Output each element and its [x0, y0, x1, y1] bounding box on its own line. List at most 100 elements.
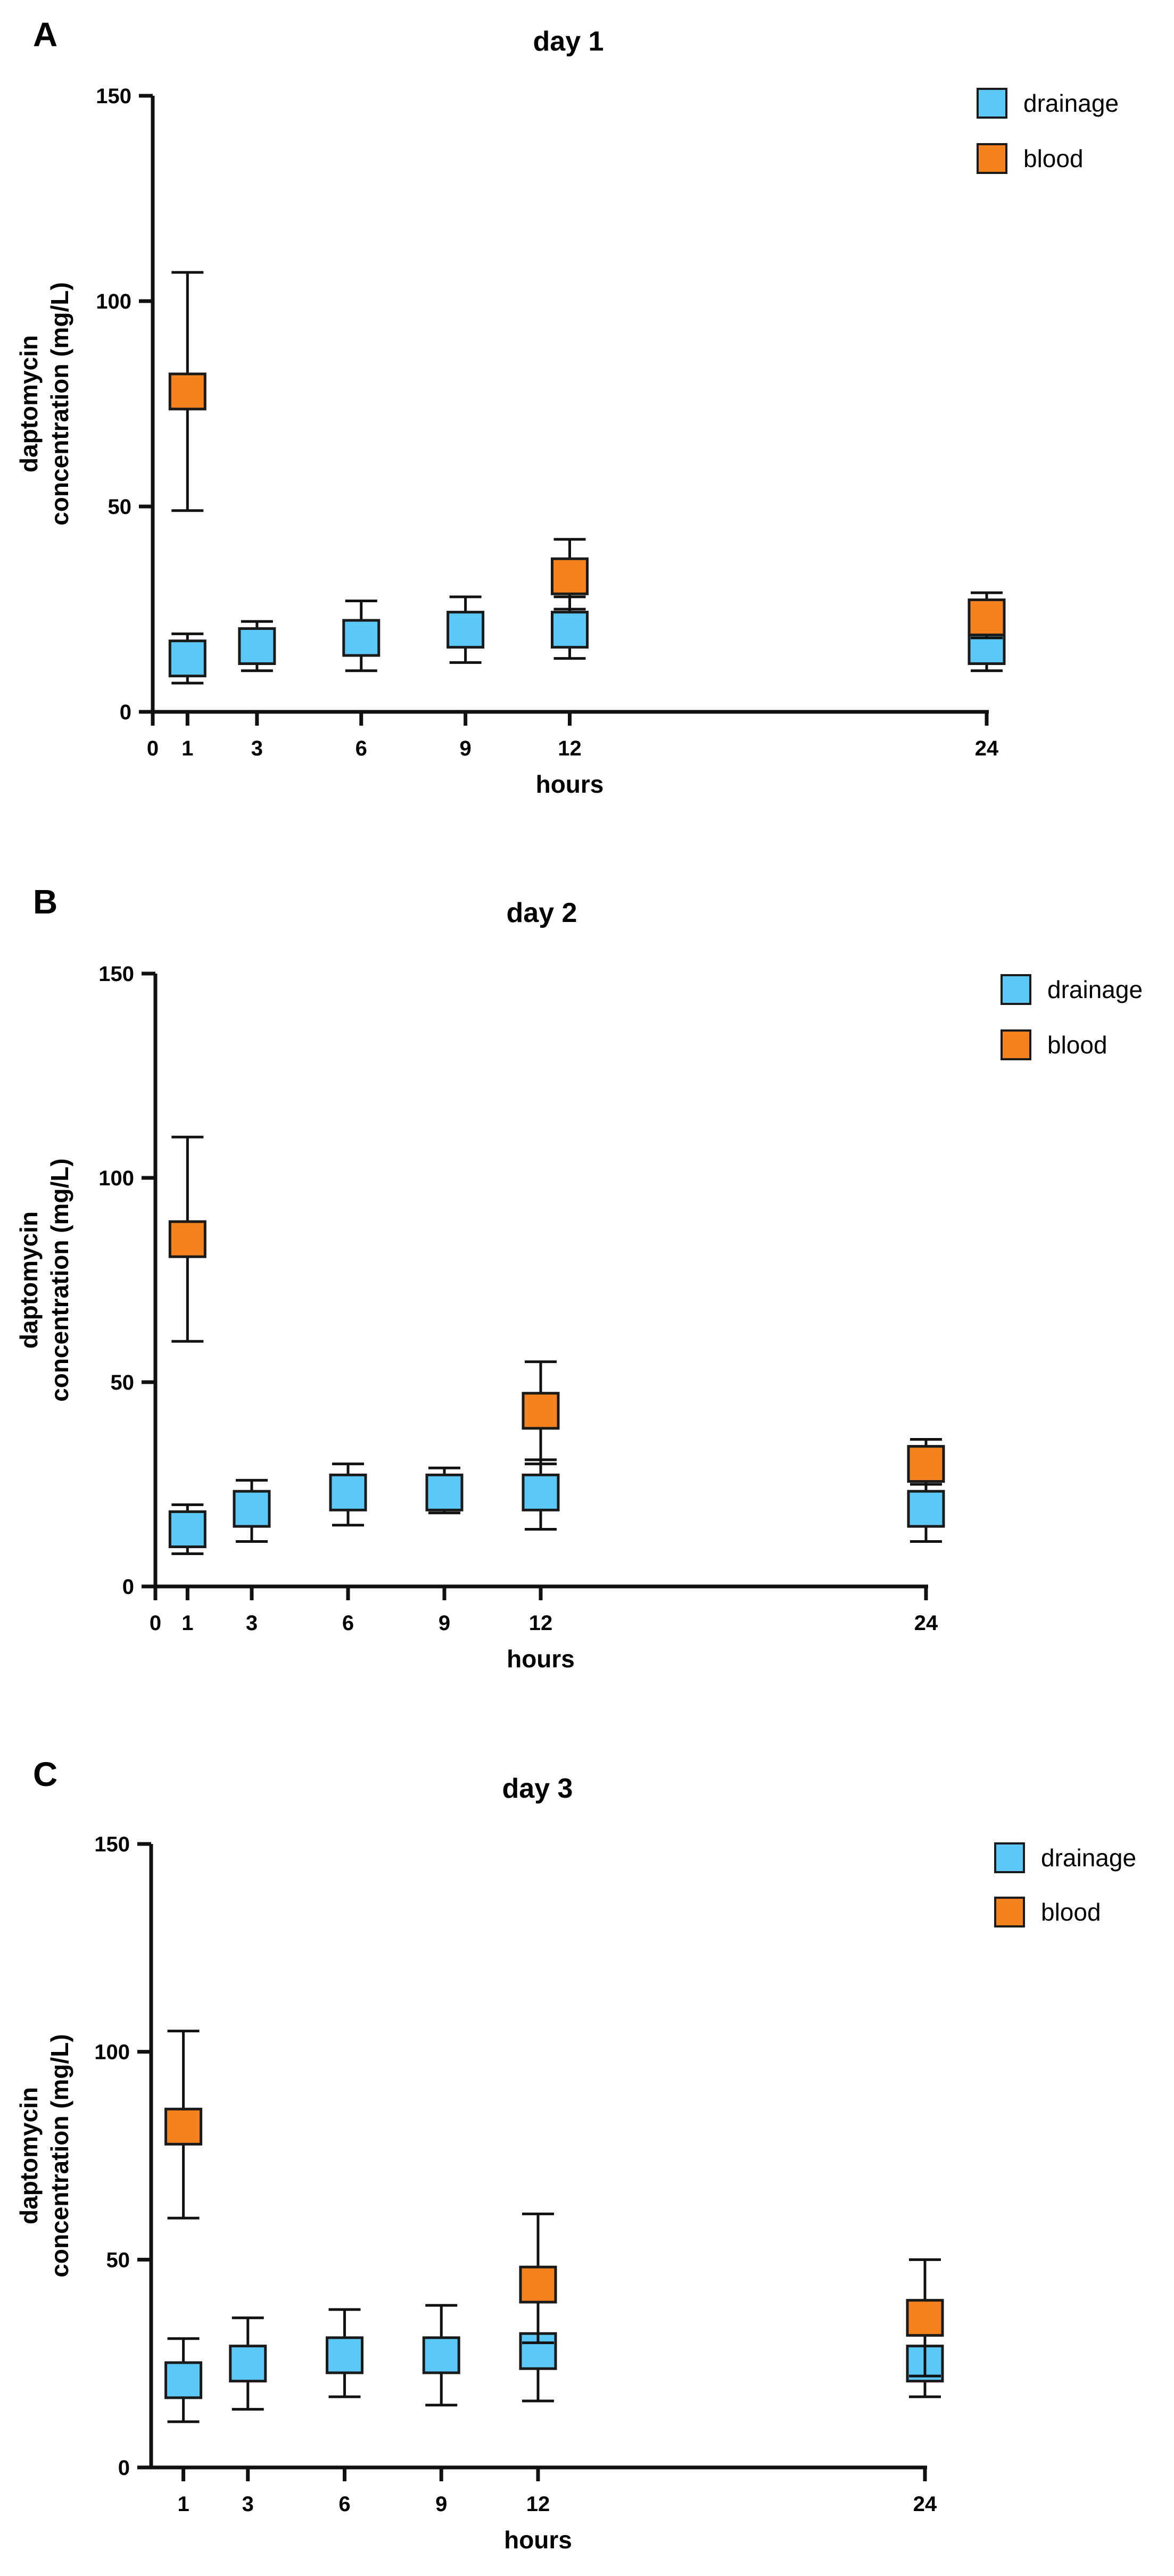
legend-swatch-drainage [1001, 974, 1031, 1005]
y-axis-title-line2: concentration (mg/L) [46, 2034, 73, 2277]
marker-blood [168, 372, 206, 411]
y-tick-label: 0 [120, 701, 131, 724]
data-point-drainage [229, 2316, 267, 2411]
marker-drainage [342, 619, 381, 657]
data-point-drainage [447, 595, 485, 664]
x-tick-label: 24 [913, 2492, 937, 2516]
y-tick-label: 50 [111, 1371, 135, 1394]
y-axis-title-line1: daptomycin [15, 1211, 43, 1349]
x-tick-label: 0 [147, 737, 159, 760]
marker-drainage [168, 639, 206, 678]
x-tick-label: 6 [338, 2492, 350, 2516]
data-point-blood [168, 1135, 206, 1343]
y-tick-label: 50 [106, 2248, 130, 2272]
legend-label: drainage [1047, 976, 1143, 1003]
panel-letter: C [33, 1755, 58, 1793]
chart-title: day 3 [502, 1773, 573, 1804]
marker-drainage [326, 2336, 363, 2374]
marker-drainage [907, 1490, 945, 1528]
legend: drainage blood [994, 1841, 1136, 1950]
marker-drainage [164, 2361, 203, 2399]
x-tick-label: 9 [439, 1611, 450, 1635]
x-tick-label: 12 [529, 1611, 553, 1635]
legend-item-blood: blood [977, 142, 1119, 176]
marker-drainage [238, 627, 276, 665]
marker-drainage [229, 2345, 267, 2383]
x-tick-label: 12 [558, 737, 582, 760]
marker-drainage [168, 1510, 206, 1548]
marker-blood [522, 1392, 560, 1430]
y-tick-label: 150 [94, 1833, 130, 1856]
marker-drainage [422, 2336, 460, 2374]
x-tick-label: 24 [914, 1611, 938, 1635]
legend-swatch-blood [977, 143, 1007, 174]
marker-blood [164, 2107, 203, 2146]
x-tick-label: 12 [526, 2492, 550, 2516]
y-axis-title-line1: daptomycin [15, 335, 43, 472]
data-point-drainage [329, 1462, 367, 1527]
marker-blood [519, 2265, 557, 2304]
x-tick-label: 9 [460, 737, 472, 760]
y-tick-label: 100 [98, 1167, 134, 1190]
x-tick-label: 1 [181, 737, 193, 760]
data-point-blood [907, 1438, 945, 1486]
data-point-drainage [551, 595, 589, 660]
x-axis-title: hours [536, 770, 604, 798]
marker-drainage [551, 611, 589, 649]
legend-label: blood [1023, 145, 1084, 172]
x-tick-label: 0 [150, 1611, 161, 1635]
legend-swatch-drainage [977, 88, 1007, 119]
data-point-drainage [168, 632, 206, 685]
marker-blood [551, 557, 589, 595]
x-tick-label: 24 [975, 737, 999, 760]
legend-label: blood [1047, 1031, 1107, 1059]
y-axis-title-line2: concentration (mg/L) [46, 1158, 73, 1401]
marker-drainage [329, 1473, 367, 1511]
data-point-blood [522, 1360, 560, 1466]
data-point-blood [164, 2030, 203, 2220]
y-axis-title-line2: concentration (mg/L) [46, 282, 73, 525]
y-axis-title-line1: daptomycin [15, 2087, 43, 2224]
x-tick-label: 1 [177, 2492, 189, 2516]
x-tick-label: 9 [435, 2492, 447, 2516]
chart-panel-a: A day 1 0 50 100 150 0 1 3 6 9 12 24 hours daptomyci… [0, 0, 1174, 830]
chart-title: day 2 [506, 898, 577, 928]
x-tick-label: 6 [342, 1611, 354, 1635]
x-tick-label: 3 [242, 2492, 254, 2516]
marker-drainage [447, 611, 485, 649]
data-point-blood [968, 591, 1006, 639]
marker-blood [906, 2299, 944, 2337]
marker-drainage [425, 1473, 464, 1511]
x-tick-label: 3 [251, 737, 263, 760]
data-point-drainage [164, 2337, 203, 2423]
data-point-drainage [422, 2304, 460, 2407]
marker-blood [968, 598, 1006, 636]
chart-panel-b: B day 2 0 50 100 150 0 1 3 6 9 12 24 hours daptomyci… [0, 867, 1174, 1697]
chart-title: day 1 [533, 26, 604, 57]
data-point-blood [519, 2212, 557, 2345]
legend-item-drainage: drainage [994, 1841, 1136, 1875]
legend-item-drainage: drainage [977, 86, 1119, 120]
chart-panel-c: C day 3 0 50 100 150 1 3 6 9 12 24 hours daptomycin… [0, 1734, 1174, 2576]
legend-label: drainage [1023, 89, 1119, 117]
data-point-drainage [342, 600, 381, 672]
plot-area: 0 50 100 150 1 3 6 9 12 24 hours daptomycin concentr… [15, 1833, 944, 2554]
legend-item-blood: blood [1001, 1028, 1143, 1062]
y-tick-label: 100 [94, 2041, 130, 2064]
panel-letter: A [33, 15, 58, 54]
legend-item-drainage: drainage [1001, 973, 1143, 1007]
legend-label: drainage [1041, 1844, 1137, 1872]
data-point-drainage [168, 1503, 206, 1556]
data-point-drainage [425, 1466, 464, 1515]
y-tick-label: 150 [98, 962, 134, 986]
data-point-drainage [522, 1458, 560, 1531]
y-tick-label: 50 [108, 495, 132, 519]
marker-blood [168, 1220, 206, 1258]
data-point-drainage [326, 2308, 363, 2398]
x-axis-title: hours [504, 2526, 572, 2554]
x-axis-title: hours [507, 1645, 575, 1673]
y-tick-label: 100 [96, 290, 131, 313]
marker-drainage [233, 1490, 271, 1528]
